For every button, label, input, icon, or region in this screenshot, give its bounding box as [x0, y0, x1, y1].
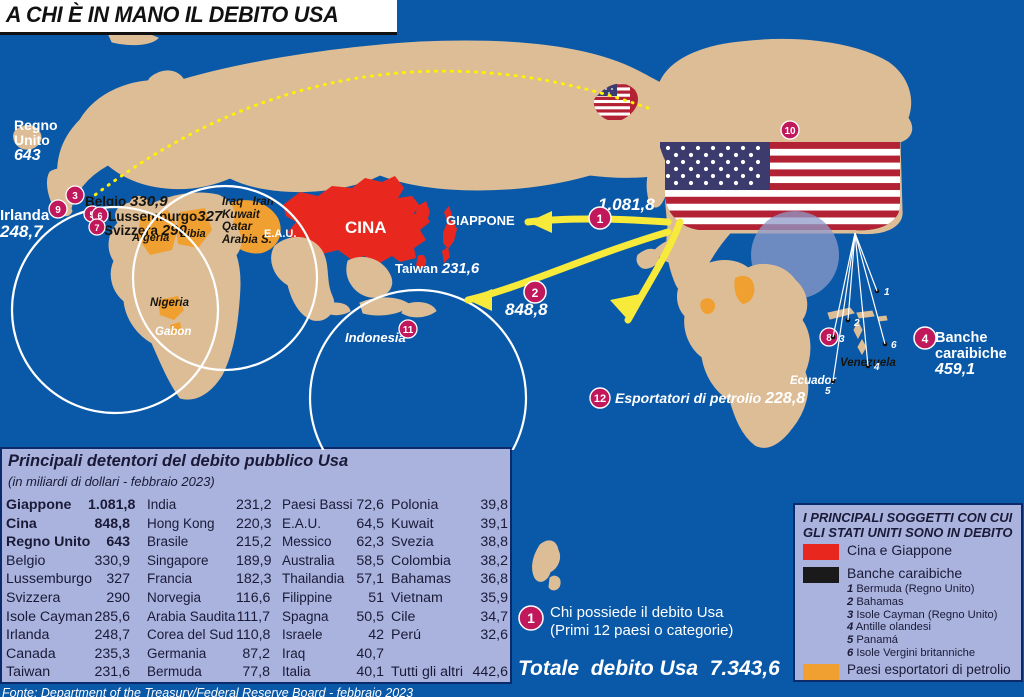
svg-text:1: 1	[597, 212, 604, 226]
svg-text:4: 4	[873, 362, 880, 373]
svg-text:10: 10	[784, 126, 796, 137]
svg-text:4: 4	[922, 332, 929, 346]
svg-text:5: 5	[825, 386, 831, 397]
svg-text:7: 7	[94, 223, 99, 233]
svg-text:3: 3	[72, 191, 78, 202]
svg-text:1: 1	[884, 287, 890, 298]
svg-text:2: 2	[853, 318, 860, 329]
svg-text:1: 1	[527, 610, 535, 626]
svg-text:12: 12	[594, 393, 606, 405]
svg-text:9: 9	[55, 205, 61, 216]
svg-text:11: 11	[403, 325, 414, 336]
svg-text:2: 2	[532, 286, 539, 300]
svg-text:6: 6	[891, 340, 897, 351]
